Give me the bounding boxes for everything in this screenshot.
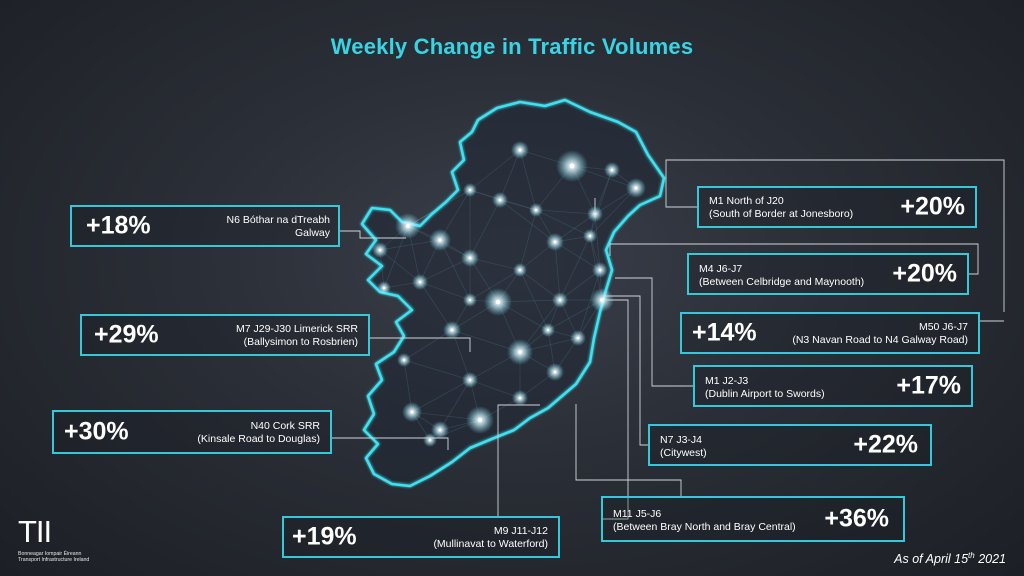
node-dot [588,234,592,238]
location-box-m7: +29% M7 J29-J30 Limerick SRR (Ballysimon … [80,314,370,356]
label-m1-south: M1 J2-J3 (Dublin Airport to Swords) [705,375,825,400]
logo-subtitle: Bonneagar Iompair Éireann Transport Infra… [18,551,90,563]
node-dot [518,148,522,152]
node-dot [402,358,406,362]
pct-m11: +36% [824,504,889,533]
node-dot [468,256,472,260]
leader-line [609,243,979,275]
leader-line [370,337,471,352]
label-m7: M7 J29-J30 Limerick SRR (Ballysimon to Ro… [236,323,358,348]
node-dot [378,248,382,252]
label-m11: M11 J5-J6 (Between Bray North and Bray Ce… [613,508,796,533]
node-dot [438,428,442,432]
leader-line [497,404,540,516]
node-dot [634,186,638,190]
location-box-n40: +30% N40 Cork SRR (Kinsale Road to Dougla… [52,410,332,454]
label-m9: M9 J11-J12 (Mullinavat to Waterford) [433,525,548,550]
pct-n6: +18% [86,211,151,240]
leader-line [615,277,693,387]
node-dot [534,208,538,212]
node-dot [576,336,580,340]
node-dot [382,286,386,290]
node-dot [450,328,454,332]
label-n40: N40 Cork SRR (Kinsale Road to Douglas) [197,420,320,445]
pct-m7: +29% [94,320,159,349]
as-of-date: As of April 15th 2021 [894,551,1006,567]
node-dot [468,378,472,382]
ireland-outline [360,98,666,488]
node-dot [468,188,472,192]
location-box-m1-south: M1 J2-J3 (Dublin Airport to Swords) +17% [693,365,973,407]
location-box-m50: +14% M50 J6-J7 (N3 Navan Road to N4 Galwa… [680,312,980,354]
node-dot [558,298,562,302]
tii-logo: TII Bonneagar Iompair Éireann Transport I… [18,514,98,568]
node-dot [518,268,522,272]
node-dot [468,298,472,302]
leader-line [332,437,449,450]
pct-n7: +22% [853,430,918,459]
node-dot [546,328,550,332]
leader-line [604,295,648,446]
location-box-m9: +19% M9 J11-J12 (Mullinavat to Waterford) [282,516,560,558]
label-n6: N6 Bóthar na dTreabh Galway [226,214,330,239]
node-glows [372,141,646,447]
leader-lines [332,159,1005,520]
node-dot [518,396,522,400]
node-dot [428,438,432,442]
location-box-m4: M4 J6-J7 (Between Celbridge and Maynooth)… [687,253,969,295]
location-box-n7: N7 J3-J4 (Citywest) +22% [648,424,932,466]
location-box-n6: +18% N6 Bóthar na dTreabh Galway [70,205,340,247]
page-title: Weekly Change in Traffic Volumes [330,34,694,59]
node-dot [477,417,483,423]
leader-line [665,159,1005,312]
pct-m1-south: +17% [896,371,961,400]
pct-m1-north: +20% [900,192,965,221]
logo-mark: TII [18,514,52,549]
node-dot [553,370,557,374]
label-m50: M50 J6-J7 (N3 Navan Road to N4 Galway Roa… [792,321,968,346]
label-n7: N7 J3-J4 (Citywest) [660,434,707,459]
leader-line [340,230,406,239]
node-dot [553,240,557,244]
node-dot [517,349,523,355]
leader-line [601,299,629,520]
node-dot [405,223,411,229]
node-dot [598,268,602,272]
location-box-m11: M11 J5-J6 (Between Bray North and Bray Ce… [601,496,905,542]
node-dot [495,299,501,305]
pct-m9: +19% [292,522,357,551]
label-m4: M4 J6-J7 (Between Celbridge and Maynooth) [699,263,865,288]
pct-n40: +30% [64,417,129,446]
location-box-m1-north: M1 North of J20 (South of Border at Jones… [697,186,977,228]
node-dot [410,410,414,414]
pct-m50: +14% [692,318,757,347]
node-dot [418,280,422,284]
node-dot [600,298,604,302]
label-m1-north: M1 North of J20 (South of Border at Jones… [709,195,854,220]
node-dot [569,163,575,169]
pct-m4: +20% [892,259,957,288]
node-dot [438,238,442,242]
leader-line [575,404,682,496]
node-dot [498,198,502,202]
node-dot [610,168,614,172]
